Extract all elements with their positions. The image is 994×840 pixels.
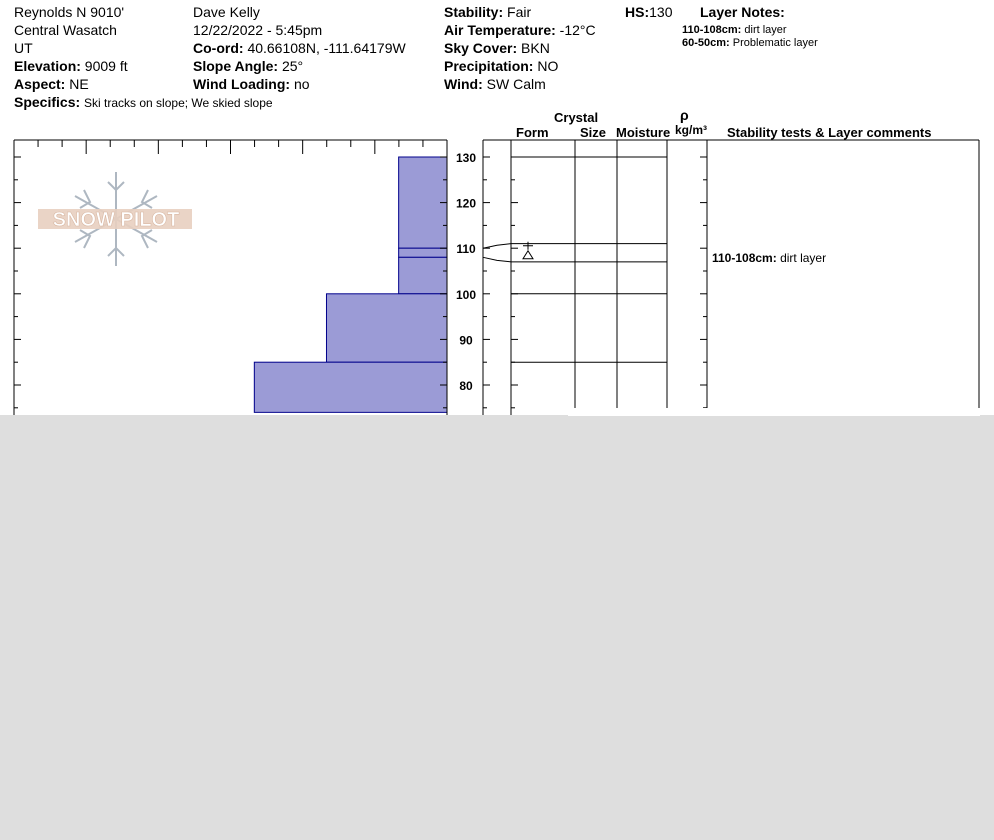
specifics-row: Specifics: Ski tracks on slope; We skied… bbox=[14, 94, 273, 111]
height-label: 80 bbox=[459, 379, 473, 393]
specifics-value: Ski tracks on slope; We skied slope bbox=[84, 96, 273, 110]
density-unit-header: kg/m³ bbox=[675, 123, 708, 137]
slope-row: Slope Angle: 25° bbox=[193, 58, 303, 74]
elevation-row: Elevation: 9009 ft bbox=[14, 58, 128, 74]
sky-row: Sky Cover: BKN bbox=[444, 40, 550, 56]
logo-text: SNOW PILOT bbox=[53, 209, 180, 231]
observer: Dave Kelly bbox=[193, 4, 260, 20]
rho-header: ρ bbox=[680, 107, 689, 123]
layer-note-range: 110-108cm: bbox=[682, 24, 742, 36]
stability-label: Stability: bbox=[444, 4, 504, 20]
slope-label: Slope Angle: bbox=[193, 58, 279, 74]
air-temp-row: Air Temperature: -12°C bbox=[444, 22, 596, 38]
height-label: 90 bbox=[459, 333, 473, 347]
state: UT bbox=[14, 40, 33, 56]
specifics-label: Specifics: bbox=[14, 94, 81, 110]
snow-profile-sheet: Reynolds N 9010' Central Wasatch UT Elev… bbox=[0, 0, 994, 415]
height-label: 130 bbox=[456, 151, 476, 165]
aspect-row: Aspect: NE bbox=[14, 76, 89, 92]
precip-value: NO bbox=[537, 58, 559, 74]
hardness-bar bbox=[398, 247, 448, 258]
hs-value: 130 bbox=[649, 4, 673, 20]
layer-note-range: 60-50cm: bbox=[682, 37, 730, 49]
air-temp-value: -12°C bbox=[559, 22, 596, 38]
hs-row: HS:130 bbox=[625, 4, 672, 20]
hardness-bar bbox=[325, 293, 448, 363]
precip-row: Precipitation: NO bbox=[444, 58, 558, 74]
elevation-label: Elevation: bbox=[14, 58, 81, 74]
form-header: Form bbox=[516, 125, 549, 140]
wind-loading-row: Wind Loading: no bbox=[193, 76, 310, 92]
hardness-bar bbox=[253, 361, 448, 413]
sky-label: Sky Cover: bbox=[444, 40, 518, 56]
location: Reynolds N 9010' bbox=[14, 4, 125, 20]
layer-notes-label: Layer Notes: bbox=[700, 4, 785, 20]
air-temp-label: Air Temperature: bbox=[444, 22, 556, 38]
logo-band bbox=[38, 209, 192, 229]
layer-note-1: 110-108cm: dirt layer bbox=[682, 24, 787, 37]
precip-label: Precipitation: bbox=[444, 58, 534, 74]
slope-value: 25° bbox=[281, 58, 304, 74]
sheet-overlap bbox=[568, 408, 980, 416]
size-header: Size bbox=[580, 125, 607, 140]
hardness-bar bbox=[398, 156, 448, 249]
range: Central Wasatch bbox=[14, 22, 117, 38]
stability-value: Fair bbox=[507, 4, 532, 20]
moisture-header: Moisture bbox=[616, 125, 671, 140]
layer-comment-range: 110-108cm: bbox=[712, 251, 777, 265]
snowflake-icon bbox=[74, 172, 158, 266]
coord-label: Co-ord: bbox=[193, 40, 244, 56]
hs-label: HS: bbox=[625, 4, 650, 20]
height-label: 120 bbox=[456, 197, 476, 211]
comments-header: Stability tests & Layer comments bbox=[727, 125, 932, 140]
height-label: 110 bbox=[456, 242, 476, 256]
grain-symbol-triangle bbox=[522, 249, 534, 260]
wind-loading-value: no bbox=[293, 76, 310, 92]
layer-note-text: Problematic layer bbox=[732, 37, 818, 49]
stability-row: Stability: Fair bbox=[444, 4, 531, 20]
wind-loading-label: Wind Loading: bbox=[193, 76, 291, 92]
wind-row: Wind: SW Calm bbox=[444, 76, 546, 92]
layer-connector bbox=[482, 256, 512, 263]
layer-note-text: dirt layer bbox=[744, 24, 787, 36]
datetime: 12/22/2022 - 5:45pm bbox=[193, 22, 323, 38]
aspect-label: Aspect: bbox=[14, 76, 66, 92]
elevation-value: 9009 ft bbox=[84, 58, 128, 74]
layer-comment-text: dirt layer bbox=[780, 251, 827, 265]
wind-value: SW Calm bbox=[486, 76, 546, 92]
sky-value: BKN bbox=[521, 40, 550, 56]
coord-value: 40.66108N, -111.64179W bbox=[247, 40, 406, 56]
layer-comment-1: 110-108cm: dirt layer bbox=[712, 250, 826, 266]
aspect-value: NE bbox=[69, 76, 89, 92]
layer-note-2: 60-50cm: Problematic layer bbox=[682, 37, 818, 50]
height-label: 100 bbox=[456, 288, 476, 302]
hardness-bar bbox=[398, 256, 448, 295]
crystal-header: Crystal bbox=[554, 110, 599, 125]
wind-label: Wind: bbox=[444, 76, 483, 92]
layer-connector bbox=[482, 243, 512, 249]
coord-row: Co-ord: 40.66108N, -111.64179W bbox=[193, 40, 406, 56]
